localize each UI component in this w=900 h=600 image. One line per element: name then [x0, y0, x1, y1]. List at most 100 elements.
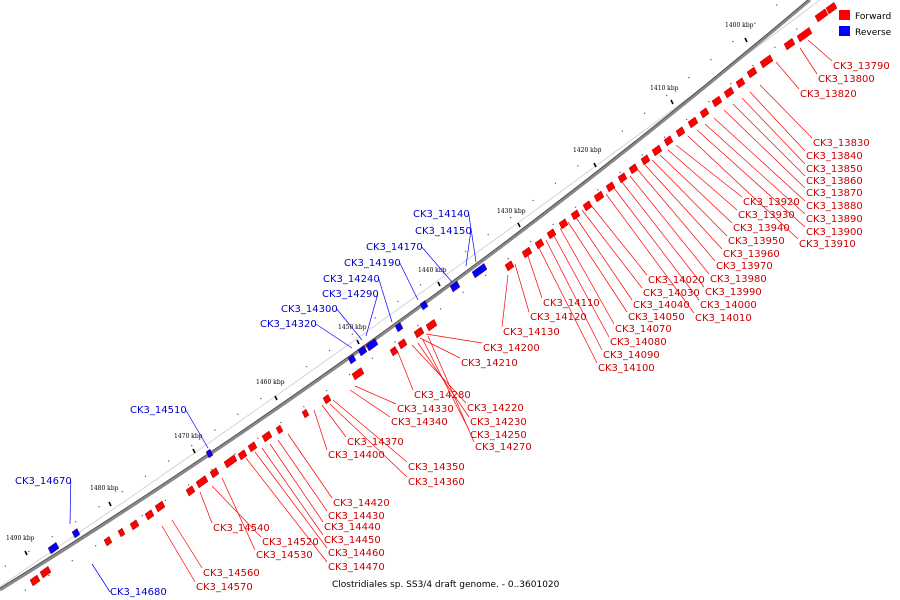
gene-label-forward: CK3_14130: [503, 327, 560, 338]
leader-line: [313, 409, 328, 451]
minor-tick: [485, 274, 487, 277]
leader-line: [696, 129, 806, 228]
forward-gene: [322, 394, 332, 405]
leader-line: [807, 39, 833, 62]
minor-tick: [532, 199, 534, 202]
leader-line: [687, 135, 799, 240]
minor-tick: [688, 77, 690, 79]
minor-tick: [4, 565, 6, 567]
reverse-gene: [71, 528, 81, 539]
minor-tick: [95, 545, 97, 547]
minor-tick: [710, 59, 712, 61]
minor-tick: [394, 341, 396, 343]
minor-tick: [71, 560, 73, 562]
leader-line: [161, 525, 196, 583]
forward-gene: [521, 246, 533, 259]
leader-line: [545, 239, 603, 351]
minor-tick: [643, 112, 646, 114]
legend-forward-swatch: [839, 10, 850, 20]
minor-tick: [530, 240, 532, 243]
gene-label-forward: CK3_14460: [328, 548, 385, 559]
gene-label-forward: CK3_14450: [324, 535, 381, 546]
minor-tick: [164, 499, 167, 501]
leader-lines: [69, 39, 833, 593]
minor-tick: [374, 317, 376, 319]
reverse-gene: [419, 300, 429, 311]
minor-tick: [554, 182, 557, 184]
leader-line: [723, 109, 806, 189]
leader-line: [396, 349, 414, 391]
minor-tick: [283, 382, 285, 384]
gene-label-forward: CK3_14250: [470, 430, 527, 441]
forward-gene: [640, 154, 651, 166]
forward-gene: [558, 218, 569, 230]
gene-label-reverse: CK3_14190: [344, 258, 401, 269]
minor-tick: [796, 28, 798, 30]
forward-gene: [759, 54, 774, 69]
forward-gene: [237, 449, 248, 461]
gene-label-forward: CK3_14100: [598, 363, 655, 374]
reverse-gene: [471, 263, 488, 279]
gene-label-forward: CK3_14330: [397, 404, 454, 415]
leader-line: [613, 187, 700, 301]
gene-labels: CK3_13790 CK3_13800 CK3_13820 CK3_13830 CK3_…: [15, 61, 890, 598]
minor-tick: [730, 83, 732, 85]
forward-gene: [582, 200, 593, 212]
leader-line: [185, 409, 209, 449]
forward-gene: [389, 346, 399, 357]
gene-label-forward: CK3_13800: [818, 74, 875, 85]
minor-tick: [599, 147, 601, 150]
map-caption: Clostridiales sp. SS3/4 draft genome. - …: [332, 580, 560, 590]
gene-label-forward: CK3_13980: [710, 274, 767, 285]
leader-line: [659, 154, 733, 224]
minor-tick: [417, 324, 419, 327]
gene-label-forward: CK3_13890: [806, 214, 863, 225]
kbp-tick-label: 1490 kbp: [6, 535, 35, 542]
gene-label-forward: CK3_14280: [414, 390, 471, 401]
leader-line: [354, 385, 397, 405]
gene-label-forward: CK3_14210: [461, 358, 518, 369]
leader-line: [321, 404, 347, 438]
minor-tick: [280, 421, 282, 424]
leader-line: [567, 221, 628, 313]
forward-gene: [351, 367, 365, 381]
gene-label-forward: CK3_14340: [391, 417, 448, 428]
minor-tick: [574, 206, 577, 208]
gene-label-forward: CK3_14470: [328, 562, 385, 573]
kbp-tick-label: 1440 kbp: [418, 267, 447, 274]
gene-label-forward: CK3_14010: [695, 313, 752, 324]
minor-tick: [462, 291, 464, 293]
gene-label-forward: CK3_14090: [603, 350, 660, 361]
leader-line: [245, 457, 328, 563]
minor-tick: [260, 397, 262, 400]
leader-line: [605, 193, 695, 314]
gene-label-forward: CK3_13910: [799, 239, 856, 250]
gene-label-forward: CK3_13860: [806, 176, 863, 187]
leader-line: [581, 209, 643, 289]
minor-tick: [465, 250, 467, 253]
gene-label-forward: CK3_14430: [328, 511, 385, 522]
kbp-tick-mark: [744, 37, 748, 43]
leader-line: [644, 164, 723, 250]
leader-line: [425, 333, 483, 344]
leader-line: [749, 91, 806, 152]
gene-label-forward: CK3_13850: [806, 164, 863, 175]
gene-label-forward: CK3_14440: [324, 522, 381, 533]
forward-gene: [413, 326, 425, 339]
forward-gene: [605, 181, 616, 193]
minor-tick: [303, 406, 305, 408]
forward-gene: [261, 430, 273, 443]
kbp-tick-label: 1470 kbp: [174, 433, 203, 440]
leader-line: [199, 491, 213, 524]
minor-tick: [98, 506, 100, 508]
forward-gene: [209, 467, 220, 479]
minor-tick: [597, 189, 599, 191]
kbp-tick-label: 1410 kbp: [650, 85, 679, 92]
backbone-edge: [0, 0, 809, 589]
kbp-tick-label: 1480 kbp: [90, 485, 119, 492]
leader-line: [775, 61, 800, 90]
leader-line: [574, 215, 633, 301]
minor-tick: [144, 475, 147, 477]
kbp-tick-mark: [108, 501, 112, 507]
leader-line: [552, 233, 610, 338]
